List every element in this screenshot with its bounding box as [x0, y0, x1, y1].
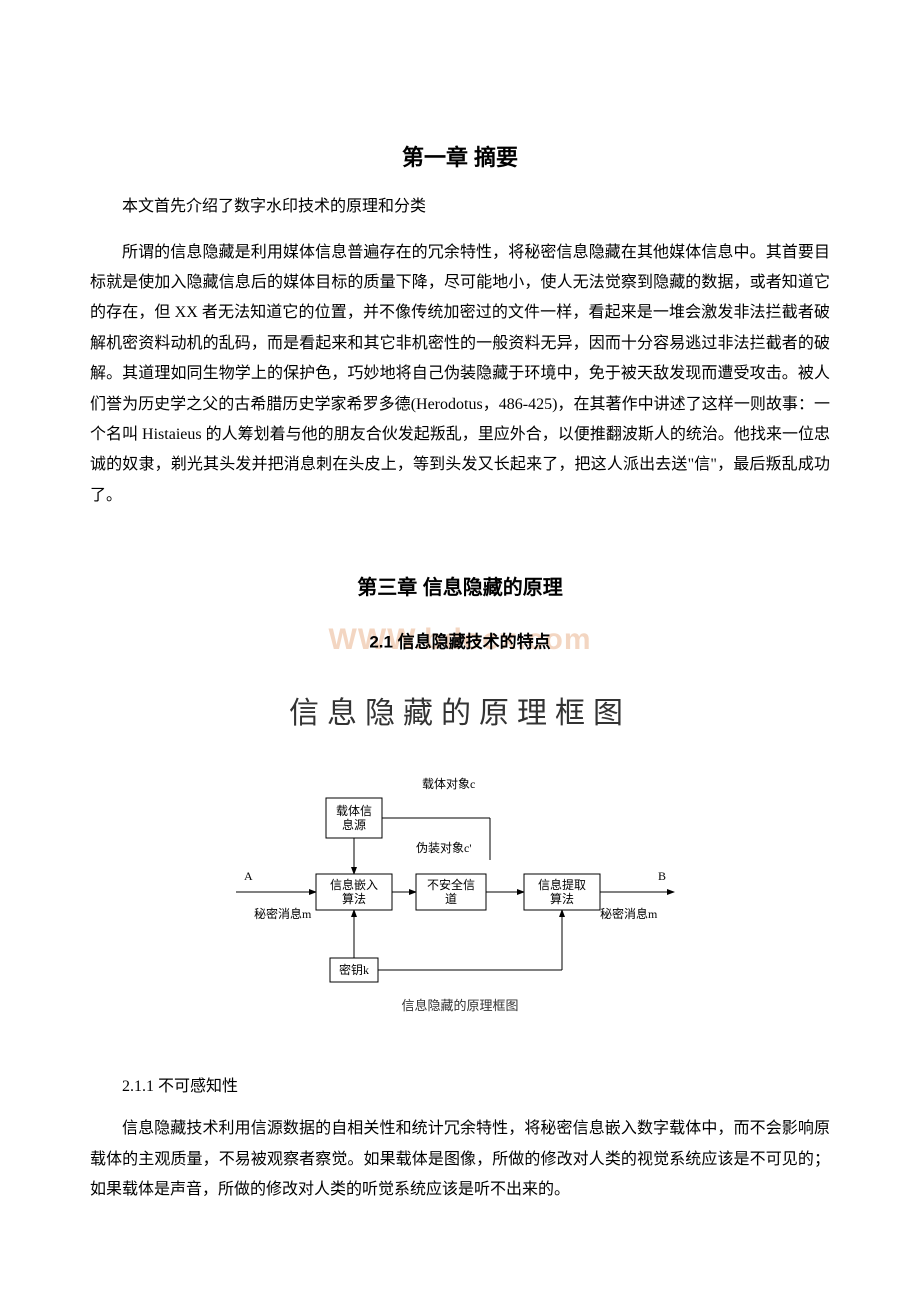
svg-text:密钥k: 密钥k: [339, 962, 369, 977]
chapter1-intro: 本文首先介绍了数字水印技术的原理和分类: [90, 194, 830, 220]
svg-text:伪装对象c': 伪装对象c': [416, 841, 472, 855]
subsection-row: WWW.bdocx.com 2.1 信息隐藏技术的特点: [90, 622, 830, 658]
diagram-container: 载体信息源信息嵌入算法不安全信道信息提取算法密钥k载体对象c伪装对象c'AB秘密…: [90, 772, 830, 1022]
svg-text:算法: 算法: [342, 891, 366, 906]
svg-text:信息提取: 信息提取: [538, 877, 586, 892]
svg-text:信息隐藏的原理框图: 信息隐藏的原理框图: [401, 998, 518, 1013]
svg-text:B: B: [658, 869, 666, 883]
diagram-heading: 信息隐藏的原理框图: [90, 688, 830, 732]
svg-text:道: 道: [445, 892, 457, 906]
chapter3-title: 第三章 信息隐藏的原理: [90, 571, 830, 600]
svg-text:载体信: 载体信: [336, 804, 372, 818]
section-2-1-1-body: 信息隐藏技术利用信源数据的自相关性和统计冗余特性，将秘密信息嵌入数字载体中，而不…: [90, 1114, 830, 1205]
svg-text:载体对象c: 载体对象c: [422, 777, 475, 791]
chapter1-title: 第一章 摘要: [90, 140, 830, 172]
section-2-1-1-title: 2.1.1 不可感知性: [90, 1072, 830, 1096]
svg-text:信息嵌入: 信息嵌入: [330, 877, 378, 892]
svg-text:秘密消息m: 秘密消息m: [254, 906, 312, 921]
svg-text:不安全信: 不安全信: [427, 877, 475, 892]
chapter3-subsection: 2.1 信息隐藏技术的特点: [369, 628, 550, 653]
svg-text:秘密消息m: 秘密消息m: [600, 906, 658, 921]
flowchart-diagram: 载体信息源信息嵌入算法不安全信道信息提取算法密钥k载体对象c伪装对象c'AB秘密…: [230, 772, 690, 1022]
svg-text:息源: 息源: [342, 817, 366, 832]
svg-text:算法: 算法: [550, 891, 574, 906]
svg-text:A: A: [244, 869, 253, 883]
chapter1-body: 所谓的信息隐藏是利用媒体信息普遍存在的冗余特性，将秘密信息隐藏在其他媒体信息中。…: [90, 238, 830, 512]
